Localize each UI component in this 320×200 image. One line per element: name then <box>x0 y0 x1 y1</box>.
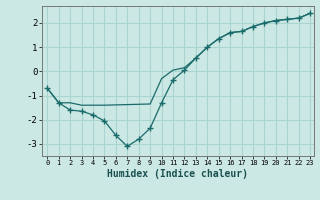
X-axis label: Humidex (Indice chaleur): Humidex (Indice chaleur) <box>107 169 248 179</box>
